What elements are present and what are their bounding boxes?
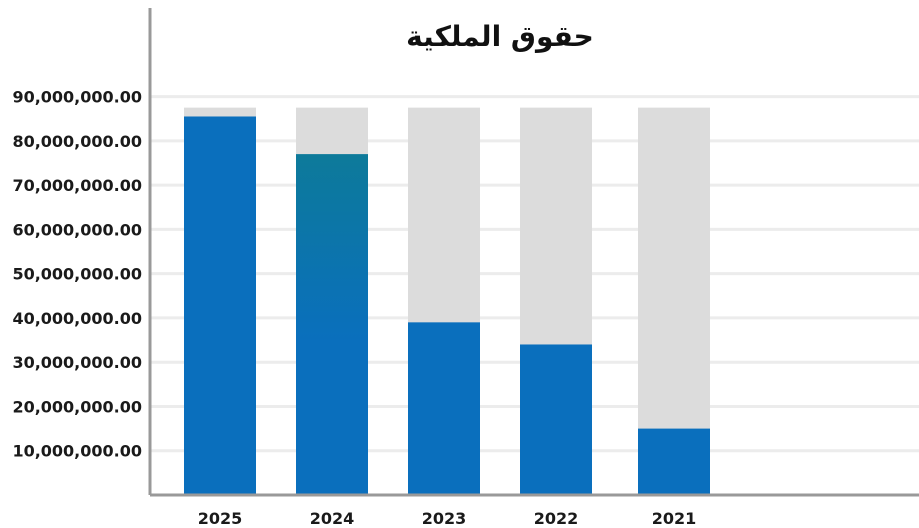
bar-2022[interactable]: [520, 344, 592, 495]
chart-title: حقوق الملكية: [406, 20, 594, 53]
y-tick-label: 60,000,000.00: [12, 220, 142, 239]
x-tick-label: 2025: [198, 509, 243, 528]
axes: [148, 8, 919, 497]
y-tick-label: 80,000,000.00: [12, 132, 142, 151]
data-bars: [184, 116, 710, 496]
x-tick-label: 2024: [310, 509, 355, 528]
y-tick-label: 10,000,000.00: [12, 442, 142, 461]
y-tick-label: 30,000,000.00: [12, 353, 142, 372]
y-tick-labels: 10,000,000.00 20,000,000.00 30,000,000.00 4…: [12, 88, 142, 461]
bar-2025[interactable]: [184, 116, 256, 495]
x-tick-label: 2022: [534, 509, 579, 528]
bar-2023[interactable]: [408, 322, 480, 495]
x-tick-labels: 2025 2024 2023 2022 2021: [198, 509, 697, 528]
y-tick-label: 90,000,000.00: [12, 88, 142, 107]
x-tick-label: 2023: [422, 509, 467, 528]
y-tick-label: 50,000,000.00: [12, 265, 142, 284]
y-tick-label: 20,000,000.00: [12, 397, 142, 416]
bar-2021[interactable]: [638, 428, 710, 495]
y-tick-label: 70,000,000.00: [12, 176, 142, 195]
x-tick-label: 2021: [652, 509, 697, 528]
bar-2024[interactable]: [296, 154, 368, 496]
y-tick-label: 40,000,000.00: [12, 309, 142, 328]
